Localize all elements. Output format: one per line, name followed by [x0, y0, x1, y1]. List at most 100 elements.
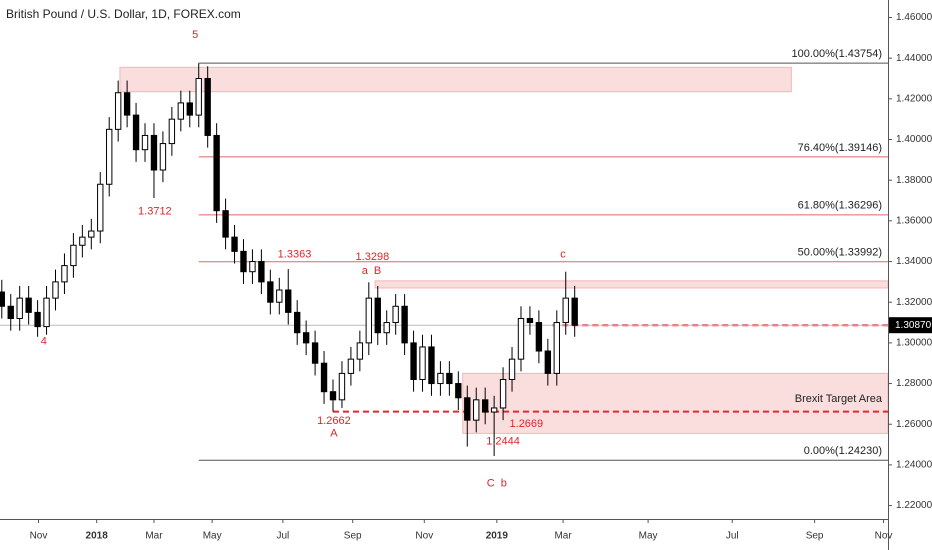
candle-body	[446, 372, 453, 385]
x-tick-label: 2019	[486, 531, 509, 542]
x-tick-label: Nov	[875, 531, 893, 542]
last-price-label: 1.30870	[895, 320, 932, 331]
time-axis-bg	[0, 519, 888, 550]
zone	[119, 66, 792, 93]
candle-body	[392, 305, 399, 324]
y-tick-label: 1.34000	[896, 256, 932, 267]
wave-label: 1.3363	[278, 249, 312, 261]
candle-body	[88, 230, 95, 238]
x-tick-label: Mar	[554, 531, 572, 542]
candle-body	[374, 297, 381, 334]
level-label: 100.00%(1.43754)	[791, 48, 882, 60]
y-tick-label: 1.26000	[896, 419, 932, 430]
candle-body	[553, 322, 560, 374]
y-tick-label: 1.32000	[896, 297, 932, 308]
candle-body	[410, 342, 417, 380]
candle-body	[535, 322, 543, 352]
candle-body	[186, 102, 193, 116]
candle-body	[338, 372, 346, 401]
y-tick-label: 1.46000	[896, 12, 932, 23]
candle-body	[132, 114, 140, 151]
chart-title: British Pound / U.S. Dollar, 1D, FOREX.c…	[6, 7, 241, 21]
candle-body	[481, 399, 489, 413]
candle-body	[79, 236, 86, 246]
wave-label: 1.2662	[317, 415, 351, 427]
candle-body	[562, 297, 569, 324]
candle-body	[43, 297, 50, 328]
candle-body	[311, 342, 319, 364]
candle-body	[401, 305, 408, 344]
candle-body	[526, 317, 534, 324]
x-tick-label: Sep	[344, 531, 362, 542]
wave-label: 5	[192, 29, 198, 41]
y-tick-label: 1.40000	[896, 134, 932, 145]
candle-body	[508, 358, 516, 380]
candle-body	[141, 134, 149, 151]
candle-body	[25, 297, 32, 313]
candle-body	[571, 297, 578, 326]
zone	[462, 372, 889, 434]
y-tick-label: 1.24000	[896, 460, 932, 471]
candle-body	[320, 362, 328, 393]
candle-body	[123, 92, 131, 116]
candle-body	[437, 372, 444, 385]
candle-body	[114, 92, 122, 130]
y-tick-label: 1.36000	[896, 216, 932, 227]
candle-body	[517, 317, 525, 360]
y-tick-label: 1.44000	[896, 53, 932, 64]
wave-label: c	[560, 249, 566, 261]
candle-body	[302, 332, 310, 344]
price-axis-bg	[888, 0, 932, 550]
x-tick-label: Mar	[145, 531, 163, 542]
candle-body	[473, 399, 480, 421]
candle-body	[7, 305, 14, 319]
zone-label: Brexit Target Area	[795, 393, 883, 405]
x-tick-label: Jul	[726, 531, 739, 542]
candle-body	[267, 281, 274, 303]
x-tick-label: Jul	[276, 531, 289, 542]
candle-body	[329, 391, 337, 401]
wave-label: 1.3712	[138, 205, 172, 217]
candle-body	[383, 322, 390, 334]
wave-label: C b	[487, 478, 507, 490]
candle-body	[204, 78, 211, 136]
wave-label: 1.3298	[356, 251, 390, 263]
candle-body	[544, 350, 552, 374]
candle-body	[356, 342, 364, 360]
candle-body	[52, 281, 59, 299]
candle-body	[150, 134, 158, 171]
candle-body	[168, 118, 176, 145]
candle-body	[258, 261, 265, 283]
candle-body	[249, 261, 256, 273]
wave-label: a B	[362, 265, 382, 277]
y-tick-label: 1.42000	[896, 93, 932, 104]
candle-body	[240, 250, 247, 273]
candle-body	[16, 297, 23, 319]
y-tick-label: 1.22000	[896, 500, 932, 511]
x-tick-label: 2018	[86, 531, 109, 542]
candle-body	[195, 78, 202, 116]
candle-body	[347, 358, 355, 374]
y-tick-label: 1.28000	[896, 378, 932, 389]
last-price-tag	[889, 317, 932, 334]
wave-label: 4	[41, 335, 47, 347]
candle-body	[365, 297, 372, 344]
zone	[374, 280, 889, 289]
candle-body	[419, 346, 426, 380]
x-tick-label: Nov	[415, 531, 433, 542]
level-label: 76.40%(1.39146)	[798, 142, 882, 154]
candle-body	[294, 311, 301, 334]
wave-label: 1.2444	[486, 435, 520, 447]
candle-body	[455, 383, 462, 399]
y-tick-label: 1.38000	[896, 175, 932, 186]
candle-body	[34, 311, 41, 328]
candle-body	[285, 289, 292, 313]
level-label: 61.80%(1.36296)	[798, 200, 882, 212]
candle-body	[213, 134, 220, 212]
level-label: 50.00%(1.33992)	[798, 247, 882, 259]
candle-body	[499, 378, 507, 409]
y-tick-label: 1.30000	[896, 338, 932, 349]
x-tick-label: Nov	[30, 531, 48, 542]
candle-body	[464, 397, 471, 421]
